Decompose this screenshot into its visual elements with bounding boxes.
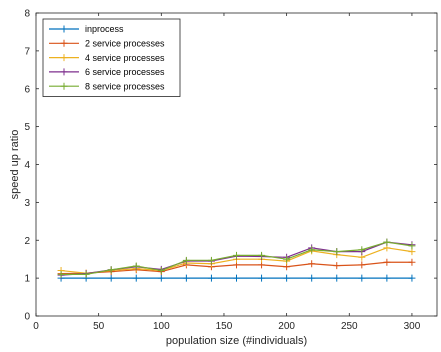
- x-tick-label: 250: [341, 321, 358, 332]
- y-tick-label: 3: [24, 198, 30, 209]
- data-point: [233, 251, 240, 259]
- x-tick-label: 50: [93, 321, 105, 332]
- data-point: [207, 256, 215, 264]
- y-axis-label: speed up ratio: [9, 130, 21, 200]
- data-point: [132, 274, 140, 282]
- data-point: [283, 255, 291, 263]
- y-tick-label: 8: [24, 9, 30, 20]
- data-point: [358, 261, 366, 269]
- data-point: [333, 248, 341, 256]
- x-tick-label: 0: [33, 321, 39, 332]
- y-tick-label: 2: [24, 236, 30, 247]
- series-inprocess: [57, 274, 416, 282]
- data-point: [82, 270, 90, 278]
- data-point: [383, 274, 391, 282]
- y-tick-label: 6: [24, 84, 30, 95]
- legend-entry-label: inprocess: [85, 24, 124, 34]
- legend-swatch-marker: [60, 25, 68, 33]
- data-point: [308, 246, 316, 254]
- data-point: [358, 246, 366, 254]
- legend-entry-label: 8 service processes: [85, 81, 165, 91]
- x-axis-label: population size (#individuals): [166, 335, 307, 347]
- y-tick-label: 1: [24, 274, 30, 285]
- data-point: [132, 262, 140, 270]
- data-point: [308, 260, 316, 268]
- legend-swatch-marker: [60, 82, 68, 90]
- data-point: [383, 238, 391, 246]
- data-point: [258, 274, 266, 282]
- data-point: [333, 262, 341, 270]
- y-tick-label: 7: [24, 46, 30, 57]
- x-tick-label: 100: [153, 321, 170, 332]
- series-8-service-processes: [57, 238, 416, 278]
- x-tick-label: 300: [404, 321, 421, 332]
- y-tick-label: 0: [24, 312, 30, 323]
- data-point: [408, 274, 416, 282]
- data-point: [408, 258, 416, 266]
- data-point: [157, 267, 165, 275]
- data-point: [57, 270, 65, 278]
- legend-entry-label: 2 service processes: [85, 39, 165, 49]
- x-tick-label: 150: [216, 321, 233, 332]
- y-tick-label: 5: [24, 122, 30, 133]
- data-point: [182, 274, 190, 282]
- data-point: [308, 274, 316, 282]
- data-point: [283, 274, 291, 282]
- data-point: [207, 274, 215, 282]
- x-tick-label: 200: [278, 321, 295, 332]
- data-point: [383, 258, 391, 266]
- legend-swatch-marker: [60, 39, 68, 47]
- data-point: [157, 274, 165, 282]
- data-point: [107, 274, 115, 282]
- data-point: [258, 251, 266, 259]
- legend-swatch-marker: [60, 54, 68, 62]
- legend-entry-label: 4 service processes: [85, 53, 165, 63]
- data-point: [358, 274, 366, 282]
- data-point: [408, 242, 416, 250]
- data-point: [107, 266, 115, 274]
- data-point: [233, 274, 240, 282]
- data-point: [182, 256, 190, 264]
- data-point: [333, 274, 341, 282]
- legend-swatch-marker: [60, 68, 68, 76]
- y-tick-label: 4: [24, 160, 30, 171]
- legend-entry-label: 6 service processes: [85, 67, 165, 77]
